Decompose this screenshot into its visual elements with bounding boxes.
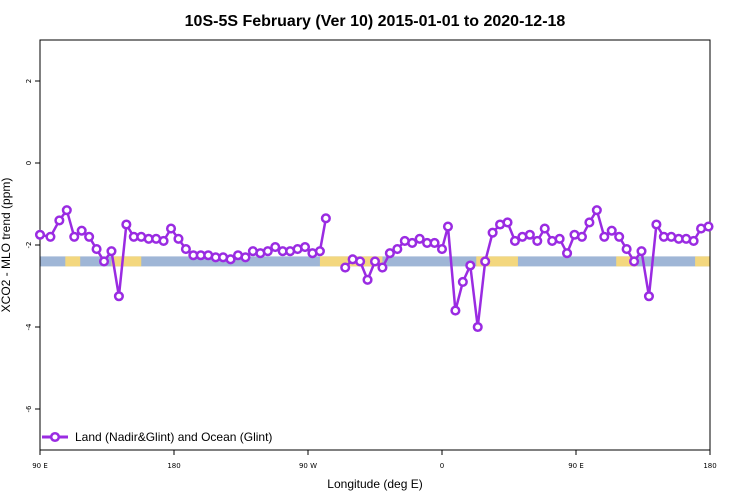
data-point: [621, 244, 632, 255]
data-point: [340, 262, 351, 273]
data-point: [554, 233, 565, 244]
y-tick-label: -4: [25, 323, 33, 331]
chart-title: 10S-5S February (Ver 10) 2015-01-01 to 2…: [185, 13, 566, 30]
data-point: [225, 254, 236, 265]
data-point: [61, 205, 72, 216]
data-point: [599, 231, 610, 242]
x-axis-label: Longitude (deg E): [327, 477, 422, 491]
data-point: [384, 248, 395, 259]
x-tick-label: 90 E: [32, 462, 48, 470]
data-point: [688, 235, 699, 246]
data-point: [629, 256, 640, 267]
data-point: [240, 252, 251, 263]
data-point: [703, 221, 714, 232]
land-segment: [476, 256, 518, 267]
y-tick-label: -2: [25, 242, 33, 249]
data-point: [91, 244, 102, 255]
data-point: [299, 242, 311, 253]
data-point: [377, 262, 388, 273]
data-point: [76, 225, 87, 236]
data-point: [576, 231, 588, 242]
data-point: [502, 217, 513, 228]
data-point: [34, 229, 46, 240]
land-segment: [695, 256, 710, 267]
data-point: [69, 231, 80, 242]
data-point: [392, 244, 403, 255]
data-point: [54, 215, 65, 226]
data-point: [480, 256, 491, 267]
data-point: [591, 205, 602, 216]
data-point: [98, 256, 110, 267]
data-point: [524, 229, 535, 240]
data-point: [173, 233, 184, 244]
data-point: [436, 244, 448, 255]
data-point: [121, 219, 132, 230]
data-point: [113, 291, 124, 302]
data-point: [472, 321, 483, 333]
y-tick-label: -6: [25, 405, 33, 413]
data-point: [355, 256, 366, 267]
x-tick-label: 90 W: [299, 462, 317, 470]
data-point: [450, 305, 461, 316]
legend-label: Land (Nadir&Glint) and Ocean (Glint): [75, 430, 272, 444]
data-point: [651, 219, 662, 230]
data-point: [45, 231, 56, 242]
data-point: [532, 235, 543, 246]
x-tick-label: 90 E: [568, 462, 584, 470]
plot-frame: [39, 39, 711, 451]
data-point: [165, 223, 177, 234]
land-segment: [616, 256, 638, 267]
data-point: [442, 221, 454, 232]
data-point: [362, 274, 373, 285]
data-point: [314, 246, 325, 257]
data-point: [614, 231, 625, 242]
data-point: [407, 237, 418, 248]
legend-marker: [49, 431, 61, 443]
y-axis-label: XCO2 - MLO trend (ppm): [0, 178, 13, 313]
data-point: [84, 231, 95, 242]
data-point: [180, 244, 191, 255]
data-point: [414, 233, 425, 244]
data-point: [562, 248, 573, 259]
data-point: [465, 260, 476, 271]
legend: Land (Nadir&Glint) and Ocean (Glint): [42, 430, 272, 444]
data-point: [643, 291, 655, 302]
data-point: [320, 213, 331, 224]
data-point: [487, 227, 498, 238]
x-tick-label: 0: [440, 462, 444, 470]
x-tick-label: 180: [703, 462, 716, 470]
land-segment: [111, 256, 142, 267]
data-point: [606, 225, 617, 236]
data-point: [539, 223, 550, 234]
data-point: [457, 276, 468, 287]
data-point: [369, 256, 381, 267]
data-point: [584, 217, 595, 228]
data-point: [262, 246, 273, 257]
x-tick-label: 180: [167, 462, 180, 470]
land-segment: [65, 256, 81, 267]
data-point: [270, 242, 281, 253]
data-point: [509, 235, 521, 246]
y-tick-label: 2: [25, 79, 33, 83]
data-point: [429, 237, 440, 248]
data-point: [158, 235, 169, 246]
data-point: [636, 246, 647, 257]
series-layer: [34, 205, 714, 333]
axes: 90 E 180 90 W 0 90 E 180 -6 -4 -2 0 2: [25, 79, 717, 470]
data-point: [106, 246, 117, 257]
y-tick-label: 0: [25, 161, 33, 165]
